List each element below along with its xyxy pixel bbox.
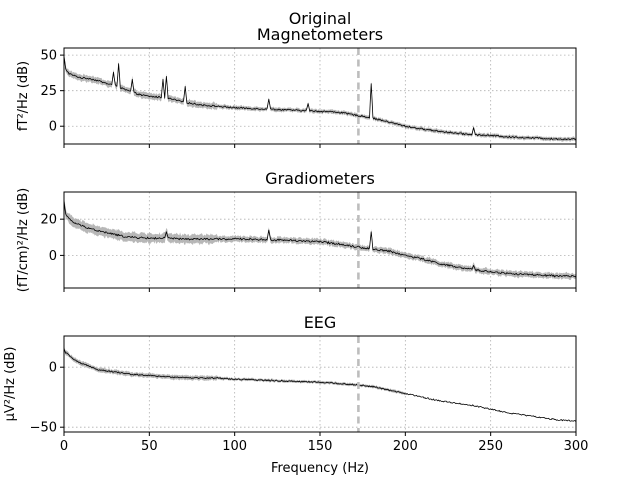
y-tick-label-0: 0: [49, 120, 57, 135]
y-tick-label-1: 25: [40, 84, 57, 99]
x-tick-label-1: 50: [141, 439, 158, 454]
psd-mean-line: [63, 348, 577, 423]
x-tick-label-2: 100: [222, 439, 247, 454]
eeg-panel: EEG µV²/Hz (dB) 0 50 100 150 200 250 300−500: [3, 313, 588, 454]
gradiometers-panel: Gradiometers (fT/cm)²/Hz (dB) 0 20: [16, 169, 577, 293]
y-tick-label-1: 0: [49, 361, 57, 376]
eeg-title: EEG: [304, 313, 337, 332]
y-tick-label-1: 20: [40, 213, 57, 228]
psd-std-band: [64, 346, 406, 396]
x-tick-label-0: 0: [60, 439, 68, 454]
psd-mean-line: [63, 200, 577, 278]
gradiometers-ylabel: (fT/cm)²/Hz (dB): [16, 188, 31, 293]
x-tick-label-4: 200: [393, 439, 418, 454]
eeg-ylabel: µV²/Hz (dB): [3, 347, 18, 422]
figure-title: Original: [289, 9, 352, 28]
gradiometers-title: Gradiometers: [265, 169, 375, 188]
x-tick-label-3: 150: [308, 439, 333, 454]
y-tick-label-2: 50: [40, 49, 57, 64]
x-tick-label-6: 300: [564, 439, 589, 454]
magnetometers-ylabel: fT²/Hz (dB): [16, 61, 31, 131]
magnetometers-title: Magnetometers: [257, 25, 383, 44]
y-tick-label-0: −50: [30, 421, 57, 436]
x-axis-label: Frequency (Hz): [271, 461, 369, 476]
magnetometers-panel: Magnetometers fT²/Hz (dB) 0 25 50: [16, 25, 577, 148]
y-tick-label-0: 0: [49, 249, 57, 264]
psd-mean-line: [63, 56, 577, 141]
grid-lines: [64, 336, 576, 432]
psd-std-band: [64, 197, 576, 281]
x-tick-label-5: 250: [478, 439, 503, 454]
